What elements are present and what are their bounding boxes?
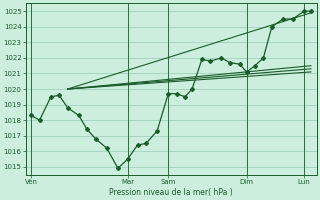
X-axis label: Pression niveau de la mer( hPa ): Pression niveau de la mer( hPa ) (109, 188, 233, 197)
